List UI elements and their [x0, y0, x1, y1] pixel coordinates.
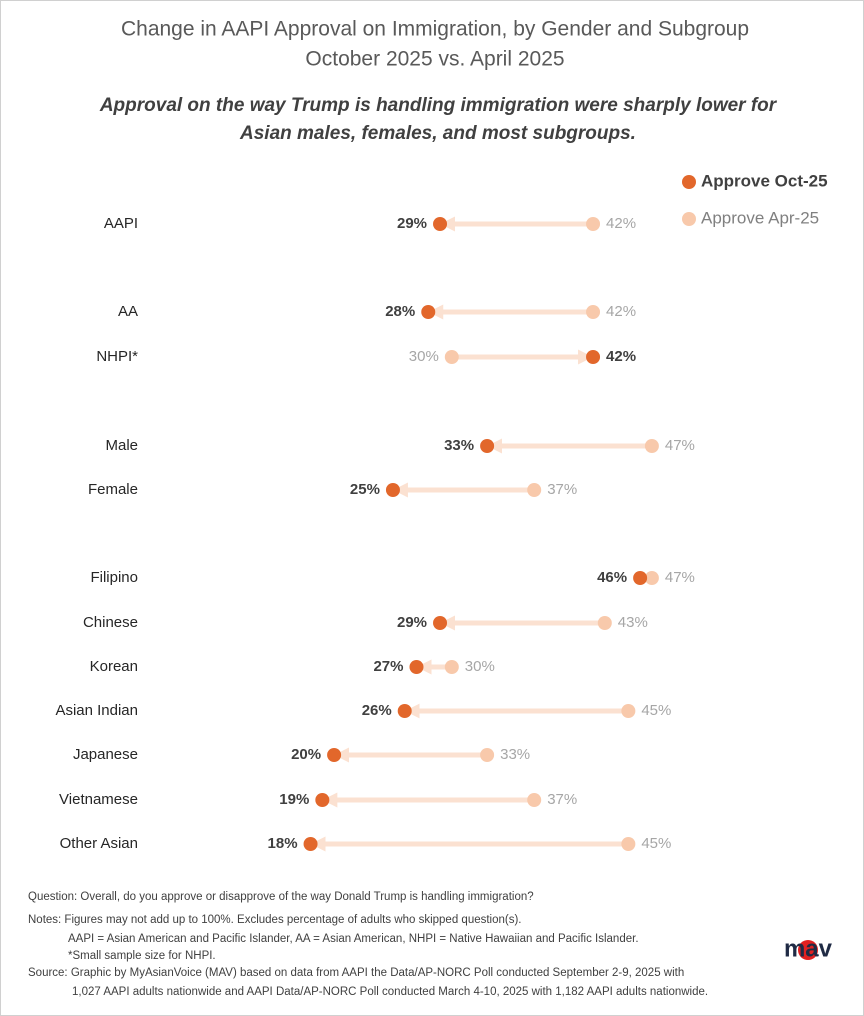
dot-oct — [327, 748, 342, 762]
value-label-oct: 29% — [397, 215, 427, 232]
value-label-apr: 30% — [409, 348, 439, 365]
dot-apr — [480, 748, 495, 762]
dot-oct — [397, 704, 412, 718]
dot-oct — [480, 439, 495, 453]
category-label: Chinese — [83, 614, 138, 631]
value-label-apr: 37% — [547, 481, 577, 498]
value-label-oct: 33% — [444, 437, 474, 454]
dot-oct — [315, 793, 330, 807]
subtitle: Approval on the way Trump is handling im… — [99, 95, 778, 116]
dot-apr — [621, 704, 636, 718]
dot-apr — [444, 660, 459, 674]
category-label: Filipino — [90, 569, 138, 586]
chart-title-line2: October 2025 vs. April 2025 — [305, 48, 564, 71]
legend-label: Approve Apr-25 — [701, 208, 819, 227]
value-label-apr: 42% — [606, 303, 636, 320]
dot-oct — [433, 616, 448, 630]
value-label-apr: 45% — [641, 702, 671, 719]
logo: mav — [784, 935, 833, 962]
category-label: Vietnamese — [59, 791, 138, 808]
dot-apr — [586, 217, 601, 231]
note: Question: Overall, do you approve or dis… — [28, 891, 534, 903]
value-label-oct: 19% — [279, 791, 309, 808]
value-label-apr: 45% — [641, 835, 671, 852]
note: *Small sample size for NHPI. — [68, 950, 216, 962]
dot-oct — [586, 350, 601, 364]
value-label-apr: 43% — [618, 614, 648, 631]
category-label: Korean — [90, 658, 138, 675]
legend-label: Approve Oct-25 — [701, 171, 828, 190]
subtitle: Asian males, females, and most subgroups… — [239, 123, 636, 144]
value-label-oct: 46% — [597, 569, 627, 586]
value-label-apr: 33% — [500, 746, 530, 763]
logo-circle — [798, 940, 818, 960]
value-label-oct: 25% — [350, 481, 380, 498]
value-label-oct: 29% — [397, 614, 427, 631]
value-label-oct: 20% — [291, 746, 321, 763]
note: Source: Graphic by MyAsianVoice (MAV) ba… — [28, 967, 684, 979]
dot-apr — [644, 439, 659, 453]
legend-marker — [682, 212, 696, 226]
chart-title: Change in AAPI Approval on Immigration, … — [121, 18, 749, 41]
note: 1,027 AAPI adults nationwide and AAPI Da… — [72, 986, 708, 998]
dot-apr — [586, 305, 601, 319]
value-label-apr: 47% — [665, 437, 695, 454]
value-label-oct: 27% — [373, 658, 403, 675]
value-label-oct: 28% — [385, 303, 415, 320]
dot-oct — [303, 837, 318, 851]
category-label: AA — [118, 303, 138, 320]
dot-apr — [527, 793, 542, 807]
dot-oct — [409, 660, 424, 674]
category-label: AAPI — [104, 215, 138, 232]
value-label-apr: 30% — [465, 658, 495, 675]
dot-oct — [433, 217, 448, 231]
value-label-apr: 37% — [547, 791, 577, 808]
value-label-oct: 18% — [268, 835, 298, 852]
dot-oct — [633, 571, 648, 585]
legend-marker — [682, 175, 696, 189]
dot-oct — [385, 483, 400, 497]
note: Notes: Figures may not add up to 100%. E… — [28, 914, 522, 926]
value-label-oct: 26% — [362, 702, 392, 719]
category-label: Other Asian — [60, 835, 138, 852]
category-label: Japanese — [73, 746, 138, 763]
note: AAPI = Asian American and Pacific Island… — [68, 933, 639, 945]
category-label: NHPI* — [96, 348, 138, 365]
value-label-oct: 42% — [606, 348, 636, 365]
category-label: Female — [88, 481, 138, 498]
dot-apr — [527, 483, 542, 497]
value-label-apr: 42% — [606, 215, 636, 232]
category-label: Asian Indian — [55, 702, 138, 719]
dot-apr — [644, 571, 659, 585]
dot-apr — [597, 616, 612, 630]
dot-apr — [444, 350, 459, 364]
dot-oct — [421, 305, 436, 319]
dot-apr — [621, 837, 636, 851]
category-label: Male — [105, 437, 138, 454]
value-label-apr: 47% — [665, 569, 695, 586]
